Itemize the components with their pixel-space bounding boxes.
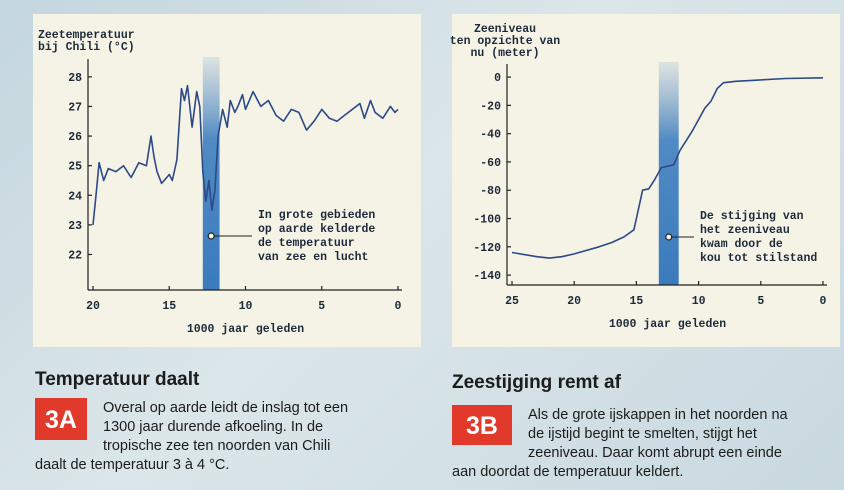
x-tick-label: 5	[318, 300, 325, 313]
chart-title: ten opzichte van	[450, 35, 561, 48]
y-tick-label: 0	[494, 72, 501, 85]
x-tick-label: 0	[820, 295, 827, 308]
x-tick-label: 0	[395, 300, 402, 313]
caption-line: Overal op aarde leidt de inslag tot een	[103, 400, 348, 416]
annotation: De stijging van	[700, 210, 804, 223]
annotation-dot	[207, 232, 215, 240]
x-tick-label: 20	[86, 300, 100, 313]
x-axis-label: 1000 jaar geleden	[187, 323, 304, 336]
caption-line: tropische zee ten noorden van Chili	[103, 438, 330, 454]
x-tick-label: 20	[567, 295, 581, 308]
badge-label: 3B	[466, 412, 498, 440]
highlight-band	[658, 62, 679, 285]
caption-heading: Temperatuur daalt	[35, 369, 200, 390]
y-tick-label: 22	[68, 249, 82, 262]
badge-label: 3A	[45, 406, 77, 434]
annotation: het zeeniveau	[700, 224, 790, 237]
chart-title: Zeetemperatuur	[38, 29, 135, 42]
y-tick-label: 25	[68, 161, 82, 174]
chart-title: Zeeniveau	[474, 23, 536, 36]
y-tick-label: 24	[68, 190, 82, 203]
annotation-dot	[665, 233, 673, 241]
y-tick-label: -100	[473, 214, 501, 227]
highlight-band	[202, 57, 220, 290]
annotation: kou tot stilstand	[700, 252, 817, 265]
chart-title: nu (meter)	[470, 47, 539, 60]
caption-heading: Zeestijging remt af	[452, 372, 622, 393]
annotation: In grote gebieden	[258, 209, 375, 222]
data-line	[511, 77, 824, 259]
y-tick-label: -80	[480, 185, 501, 198]
y-tick-label: -120	[473, 242, 501, 255]
caption-line: zeeniveau. Daar komt abrupt een einde	[528, 445, 782, 461]
y-tick-label: 28	[68, 72, 82, 85]
data-line	[92, 84, 399, 225]
x-tick-label: 5	[757, 295, 764, 308]
y-tick-label: 27	[68, 101, 82, 114]
y-tick-label: -40	[480, 129, 501, 142]
chart-panel	[33, 14, 421, 347]
annotation: de temperatuur	[258, 237, 355, 250]
caption-line: de ijstijd begint te smelten, stijgt het	[528, 426, 757, 442]
chart-panel	[452, 14, 840, 347]
x-axis-label: 1000 jaar geleden	[609, 318, 726, 331]
x-tick-label: 15	[162, 300, 176, 313]
x-tick-label: 10	[692, 295, 706, 308]
y-tick-label: -60	[480, 157, 501, 170]
annotation: op aarde kelderde	[258, 223, 375, 236]
caption-line: daalt de temperatuur 3 à 4 °C.	[35, 457, 229, 473]
y-tick-label: 23	[68, 220, 82, 233]
caption-line: 1300 jaar durende afkoeling. In de	[103, 419, 323, 435]
y-tick-label: -20	[480, 100, 501, 113]
y-tick-label: -140	[473, 270, 501, 283]
y-tick-label: 26	[68, 131, 82, 144]
x-tick-label: 15	[629, 295, 643, 308]
annotation: kwam door de	[700, 238, 783, 251]
badge	[35, 398, 87, 440]
x-tick-label: 25	[505, 295, 519, 308]
x-tick-label: 10	[239, 300, 253, 313]
caption-line: aan doordat de temperatuur keldert.	[452, 464, 683, 480]
badge	[452, 405, 512, 445]
chart-title: bij Chili (°C)	[38, 41, 135, 54]
annotation: van zee en lucht	[258, 251, 368, 264]
caption-line: Als de grote ijskappen in het noorden na	[528, 407, 789, 423]
